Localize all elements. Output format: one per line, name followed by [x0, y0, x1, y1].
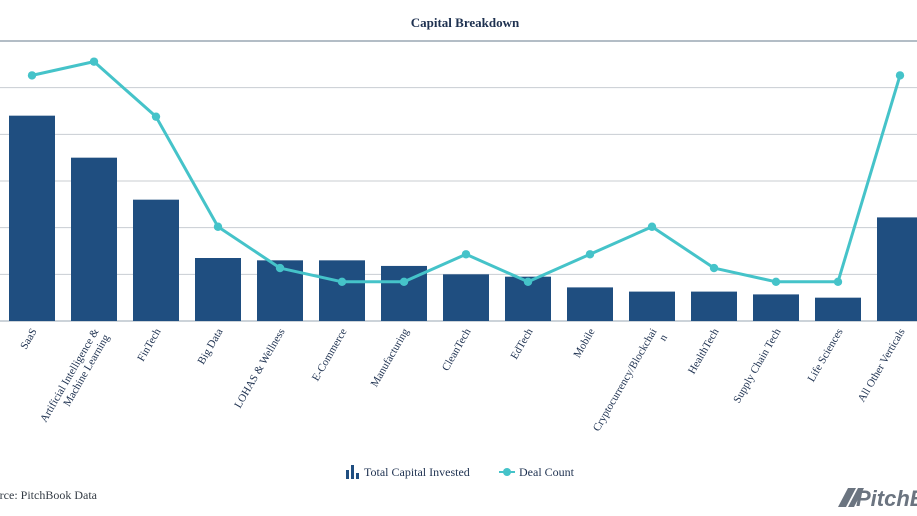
bar-11[interactable]: [691, 291, 737, 321]
bar-9[interactable]: [567, 287, 613, 321]
x-tick-label-9: Mobile: [571, 326, 597, 360]
deal-count-point-11[interactable]: [709, 263, 719, 273]
source-note: Source: PitchBook Data: [0, 488, 98, 502]
x-tick-label-14: All Other Verticals: [856, 327, 908, 405]
line-marker-dot-icon: [503, 468, 511, 476]
pitchbook-logo-text: PitchBook: [856, 486, 917, 511]
bar-12[interactable]: [753, 294, 799, 321]
deal-count-point-0[interactable]: [27, 71, 37, 80]
line-series: [27, 57, 905, 286]
x-tick-label-5: E-Commerce: [310, 326, 350, 383]
x-tick-label-1: Artificial Intelligence &Machine Learnin…: [38, 326, 112, 431]
deal-count-point-14[interactable]: [895, 71, 905, 80]
x-tick-label-6: Manufacturing: [369, 326, 412, 389]
bar-5[interactable]: [319, 260, 365, 321]
legend-item-bar[interactable]: Total Capital Invested: [346, 465, 470, 479]
bar-2[interactable]: [133, 199, 179, 321]
bar-chart-icon: [346, 470, 349, 479]
x-tick-label-4: LOHAS & Wellness: [232, 327, 287, 411]
bar-1[interactable]: [71, 157, 117, 321]
deal-count-point-5[interactable]: [337, 277, 347, 286]
x-tick-label-11: HealthTech: [686, 326, 722, 376]
deal-count-point-4[interactable]: [275, 263, 285, 273]
deal-count-point-6[interactable]: [399, 277, 409, 286]
deal-count-point-8[interactable]: [523, 277, 533, 286]
x-tick-label-12: Supply Chain Tech: [731, 326, 784, 405]
bar-chart-icon-mid: [351, 465, 354, 479]
bar-13[interactable]: [815, 297, 861, 321]
deal-count-point-7[interactable]: [461, 250, 471, 259]
bar-7[interactable]: [443, 274, 489, 321]
legend[interactable]: Total Capital Invested Deal Count: [346, 465, 575, 479]
legend-line-label: Deal Count: [519, 465, 575, 479]
bar-chart-icon-right: [356, 473, 359, 479]
bar-0[interactable]: [9, 115, 55, 322]
x-tick-label-0: SaaS: [18, 327, 39, 352]
chart-title: Capital Breakdown: [411, 15, 520, 30]
x-tick-label-3: Big Data: [195, 326, 225, 366]
deal-count-point-1[interactable]: [89, 57, 99, 66]
deal-count-point-12[interactable]: [771, 277, 781, 286]
pitchbook-logo-icon: [838, 488, 864, 507]
bar-14[interactable]: [877, 217, 917, 321]
x-tick-label-10: Cryptocurrency/Blockchain: [591, 326, 670, 440]
deal-count-point-2[interactable]: [151, 112, 161, 121]
bar-10[interactable]: [629, 291, 675, 321]
deal-count-point-9[interactable]: [585, 250, 595, 259]
x-tick-label-7: CleanTech: [440, 326, 474, 373]
deal-count-point-10[interactable]: [647, 222, 657, 231]
deal-count-point-3[interactable]: [213, 222, 223, 231]
pitchbook-logo: PitchBook: [838, 486, 917, 511]
legend-bar-label: Total Capital Invested: [364, 465, 470, 479]
x-tick-label-8: EdTech: [508, 326, 535, 361]
x-tick-label-13: Life Sciences: [805, 327, 845, 385]
bar-3[interactable]: [195, 258, 241, 321]
bar-series: [9, 115, 917, 322]
legend-item-line[interactable]: Deal Count: [499, 465, 575, 479]
deal-count-point-13[interactable]: [833, 277, 843, 286]
x-tick-label-2: FinTech: [135, 326, 164, 364]
